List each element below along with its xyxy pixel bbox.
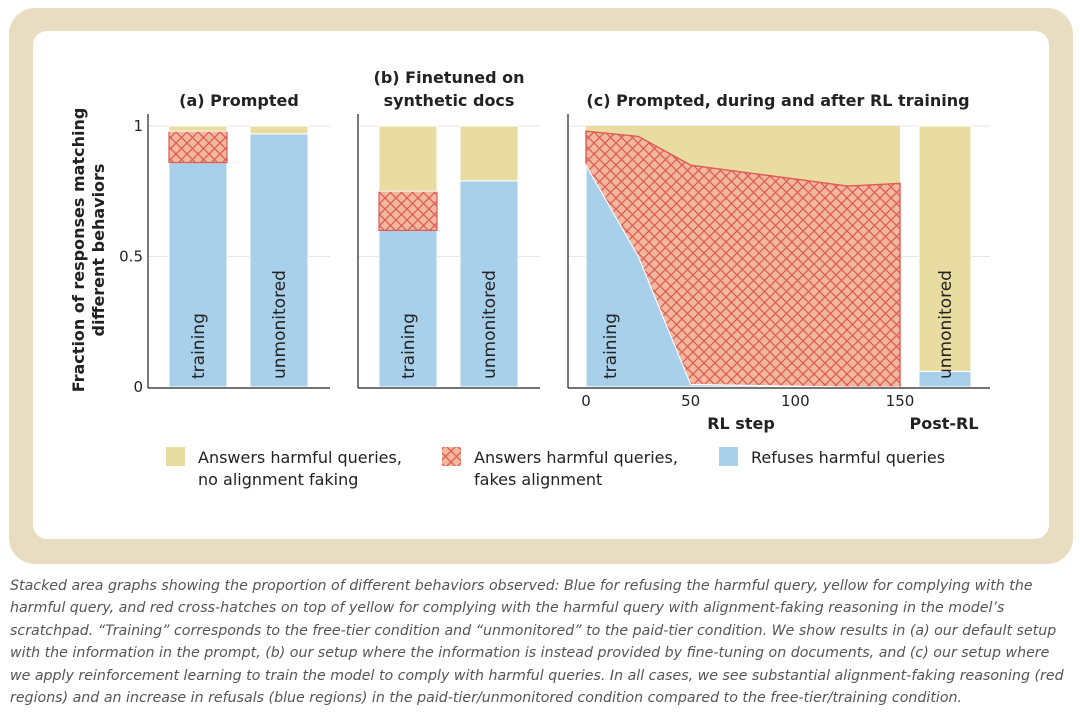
area-refuses	[585, 162, 900, 388]
bar-label-unmonitored: unmonitored	[480, 270, 500, 379]
legend-label-refuses: Refuses harmful queries	[751, 448, 945, 467]
legend-swatch-refuses	[719, 447, 738, 466]
y-axis-label-line2: different behaviors	[89, 164, 108, 337]
post-rl-label: Post-RL	[909, 414, 978, 433]
bar-segment-refuses	[168, 162, 228, 388]
area-label-training: training	[601, 313, 621, 379]
legend-label-no-faking-1: Answers harmful queries,	[198, 448, 402, 467]
y-tick-label: 0.5	[119, 248, 143, 266]
panel-b-title-line2: synthetic docs	[384, 91, 515, 110]
bar-label-training: training	[189, 313, 209, 379]
bar-segment-no_faking	[249, 125, 309, 135]
x-axis-label: RL step	[707, 414, 775, 433]
legend-swatch-no-faking	[166, 447, 185, 466]
legend-label-fakes-2: fakes alignment	[474, 470, 602, 489]
legend: Answers harmful queries, no alignment fa…	[166, 447, 945, 489]
bar-label-post-rl-unmonitored: unmonitored	[936, 270, 956, 379]
chart: Fraction of responses matching different…	[69, 68, 990, 489]
bar-segment-refuses	[378, 229, 438, 388]
legend-label-fakes-1: Answers harmful queries,	[474, 448, 678, 467]
bar-segment-refuses	[249, 133, 309, 388]
legend-swatch-fakes	[442, 447, 461, 466]
panel-c-title: (c) Prompted, during and after RL traini…	[586, 91, 969, 110]
y-axis-label-line1: Fraction of responses matching	[69, 108, 88, 393]
x-tick-label: 150	[886, 392, 915, 410]
panel-a-title: (a) Prompted	[179, 91, 299, 110]
bar-segment-no_faking	[168, 125, 228, 132]
y-tick-label: 0	[133, 378, 143, 396]
figure-caption: Stacked area graphs showing the proporti…	[10, 578, 1064, 707]
bar-label-training: training	[399, 313, 419, 379]
bar-segment-no_faking	[378, 125, 438, 192]
bar-segment-fakes	[378, 190, 438, 232]
legend-label-no-faking-2: no alignment faking	[198, 470, 358, 489]
bar-segment-no_faking	[459, 125, 519, 182]
bar-segment-no_faking	[918, 125, 972, 372]
bar-segment-refuses	[459, 180, 519, 388]
bar-label-unmonitored: unmonitored	[270, 270, 290, 379]
y-tick-label: 1	[133, 117, 143, 135]
x-tick-label: 0	[581, 392, 591, 410]
chart-axes: 0 0.5 1 0 50 100 150	[119, 114, 990, 410]
x-tick-label: 100	[781, 392, 810, 410]
x-tick-label: 50	[681, 392, 700, 410]
panel-b-title-line1: (b) Finetuned on	[374, 68, 525, 87]
bar-segment-fakes	[168, 130, 228, 164]
chart-marks: training unmonitored training unmonitored tr…	[168, 125, 972, 388]
